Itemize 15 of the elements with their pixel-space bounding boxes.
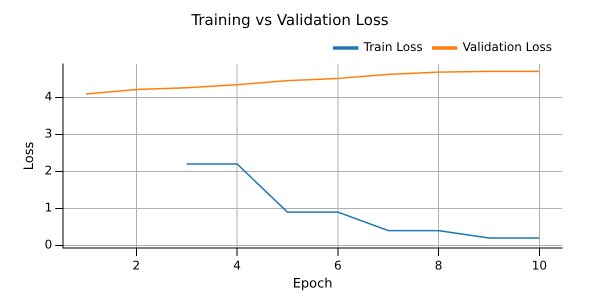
chart-title: Training vs Validation Loss bbox=[190, 10, 389, 29]
y-tick-label: 0 bbox=[44, 238, 52, 252]
x-tick-label: 2 bbox=[132, 258, 140, 272]
y-tick-label: 2 bbox=[44, 163, 52, 178]
y-tick-label: 1 bbox=[44, 200, 52, 215]
y-axis-title: Loss bbox=[22, 142, 38, 170]
x-tick-label: 8 bbox=[434, 258, 442, 272]
legend-label: Train Loss bbox=[362, 40, 423, 54]
legend-label: Validation Loss bbox=[462, 40, 552, 54]
x-tick-label: 10 bbox=[532, 258, 547, 272]
x-axis-title: Epoch bbox=[292, 276, 333, 292]
x-tick-label: 4 bbox=[233, 258, 241, 272]
y-tick-label: 4 bbox=[44, 89, 52, 104]
x-tick-label: 6 bbox=[334, 258, 342, 272]
y-tick-label: 3 bbox=[44, 126, 52, 140]
